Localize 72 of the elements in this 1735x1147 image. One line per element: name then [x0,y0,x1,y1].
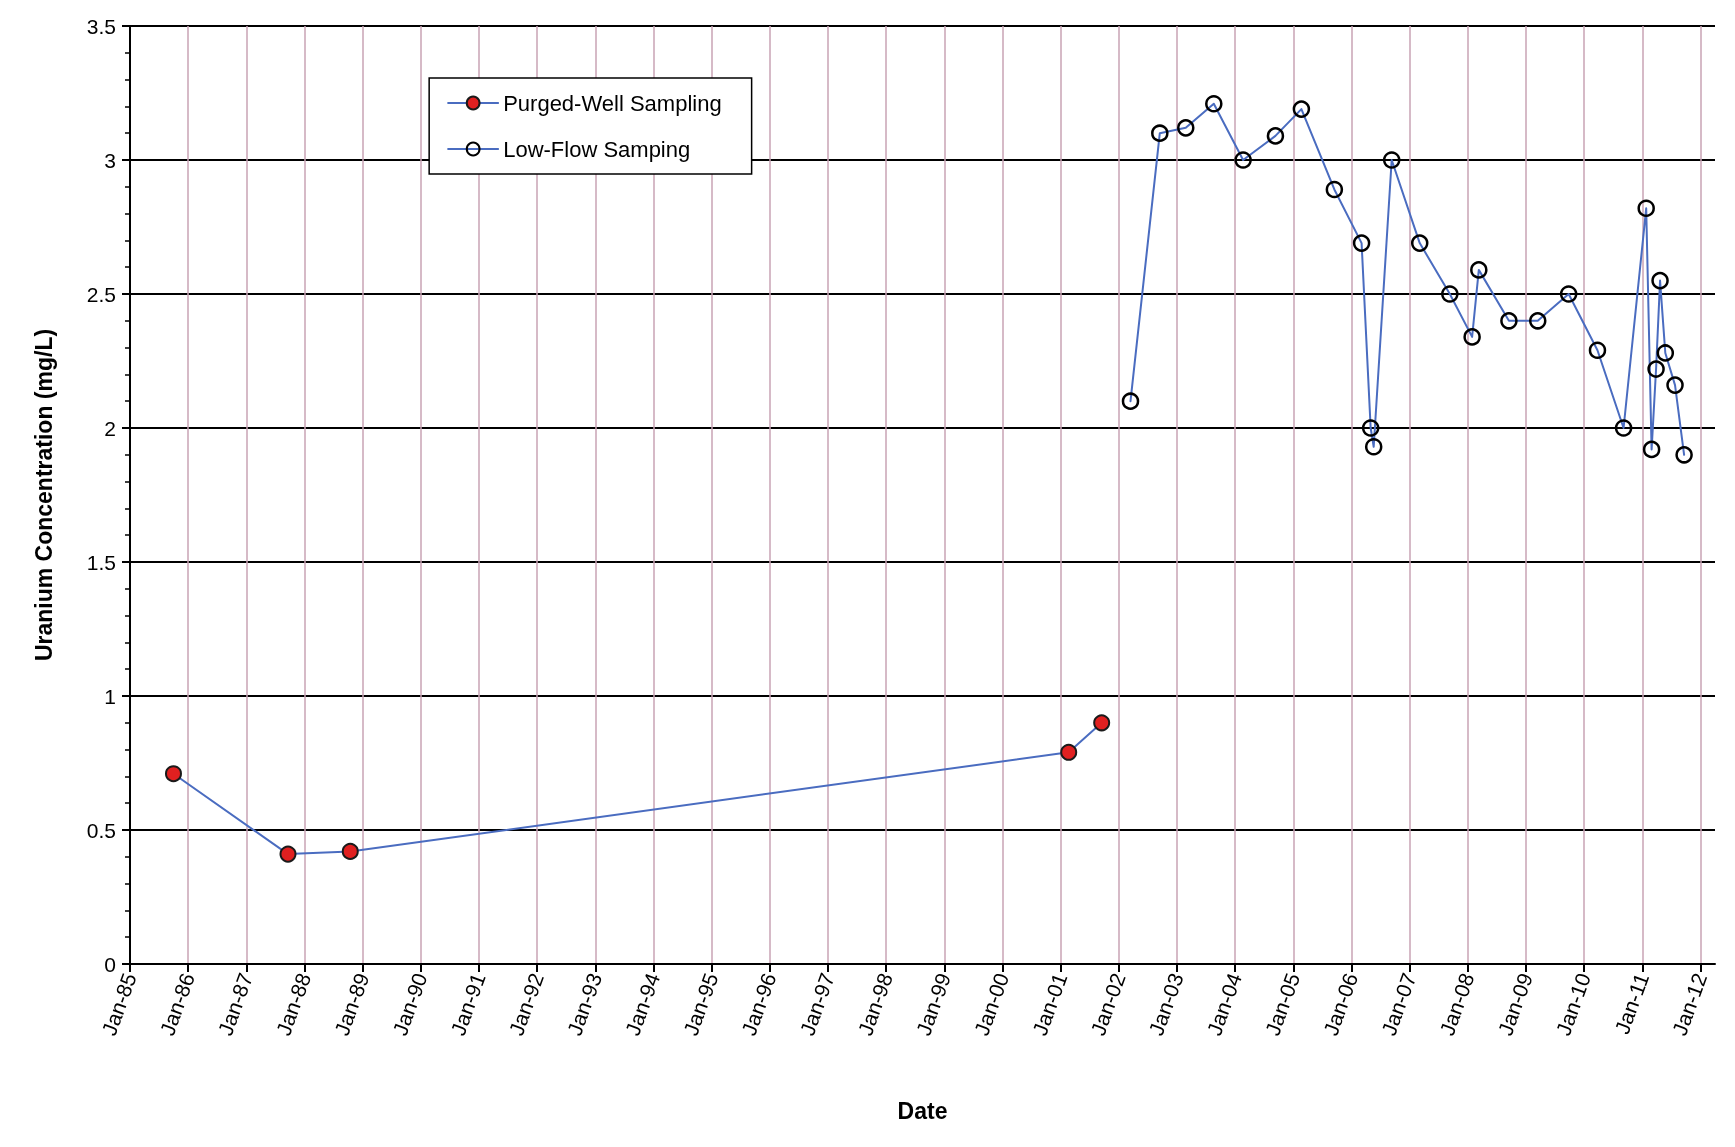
point [1637,199,1655,217]
x-tick-label: Jan-02 [1086,970,1130,1039]
point [1614,419,1633,437]
point [1559,285,1578,303]
point [341,842,359,860]
point [1234,151,1252,169]
x-tick-label: Jan-99 [911,970,956,1039]
point [1151,124,1169,142]
x-tick-label: Jan-11 [1610,970,1654,1037]
x-tick-label: Jan-95 [678,970,723,1039]
y-tick-label: 3 [104,148,116,172]
point [1292,100,1311,118]
x-tick-label: Jan-06 [1318,970,1363,1039]
x-tick-label: Jan-94 [620,969,665,1039]
x-tick-label: Jan-04 [1202,969,1247,1039]
x-tick-label: Jan-03 [1144,970,1188,1039]
y-tick-label: 3.5 [86,14,116,38]
x-tick-label: Jan-98 [853,970,897,1039]
point [1647,360,1665,378]
x-tick-label: Jan-87 [213,970,258,1039]
x-tick-label: Jan-01 [1027,970,1072,1039]
point [1325,180,1344,199]
point [1675,446,1693,464]
point [1093,714,1111,732]
x-tick-label: Jan-12 [1667,970,1712,1039]
point [1361,419,1380,437]
legend-label: Purged-Well Sampling [503,90,722,116]
x-tick-label: Jan-91 [446,970,490,1039]
point [1529,312,1547,330]
x-tick-label: Jan-10 [1551,970,1596,1039]
point [1410,234,1429,252]
x-tick-label: Jan-92 [504,970,548,1039]
point [1651,271,1669,290]
point [1364,438,1383,456]
point [1463,328,1481,346]
point [1500,312,1518,330]
x-tick-label: Jan-96 [737,970,781,1039]
y-tick-label: 2 [104,416,116,440]
x-tick-label: Jan-08 [1435,970,1479,1039]
x-tick-label: Jan-09 [1493,970,1537,1039]
x-tick-label: Jan-86 [155,970,199,1039]
point [1060,743,1078,761]
y-tick-label: 0.5 [86,818,116,842]
point [279,845,297,863]
x-tick-label: Jan-00 [969,970,1014,1039]
x-tick-label: Jan-07 [1376,970,1421,1039]
x-tick-label: Jan-90 [388,970,432,1039]
point [1352,234,1371,252]
x-tick-label: Jan-89 [329,970,374,1039]
point [1441,285,1459,303]
point [1666,376,1684,394]
legend-label: Low-Flow Samping [503,136,691,162]
point [1177,119,1195,137]
y-tick-label: 0 [104,952,116,976]
point [1266,127,1285,145]
x-tick-label: Jan-05 [1260,970,1305,1039]
y-tick-label: 1.5 [86,550,116,574]
x-tick-label: Jan-93 [562,970,607,1039]
y-tick-label: 1 [104,684,116,708]
point [1588,341,1607,360]
point [1205,94,1223,113]
point [1121,392,1140,410]
y-tick-label: 2.5 [86,282,116,306]
x-tick-label: Jan-97 [795,970,839,1039]
point [1470,261,1488,279]
point [1642,440,1661,459]
point [1382,151,1401,169]
point [164,765,182,783]
point [1656,344,1675,362]
x-tick-label: Jan-88 [271,970,316,1039]
x-axis-title: Date [897,1097,948,1124]
y-axis-title: Uranium Concentration (mg/L) [30,328,57,662]
